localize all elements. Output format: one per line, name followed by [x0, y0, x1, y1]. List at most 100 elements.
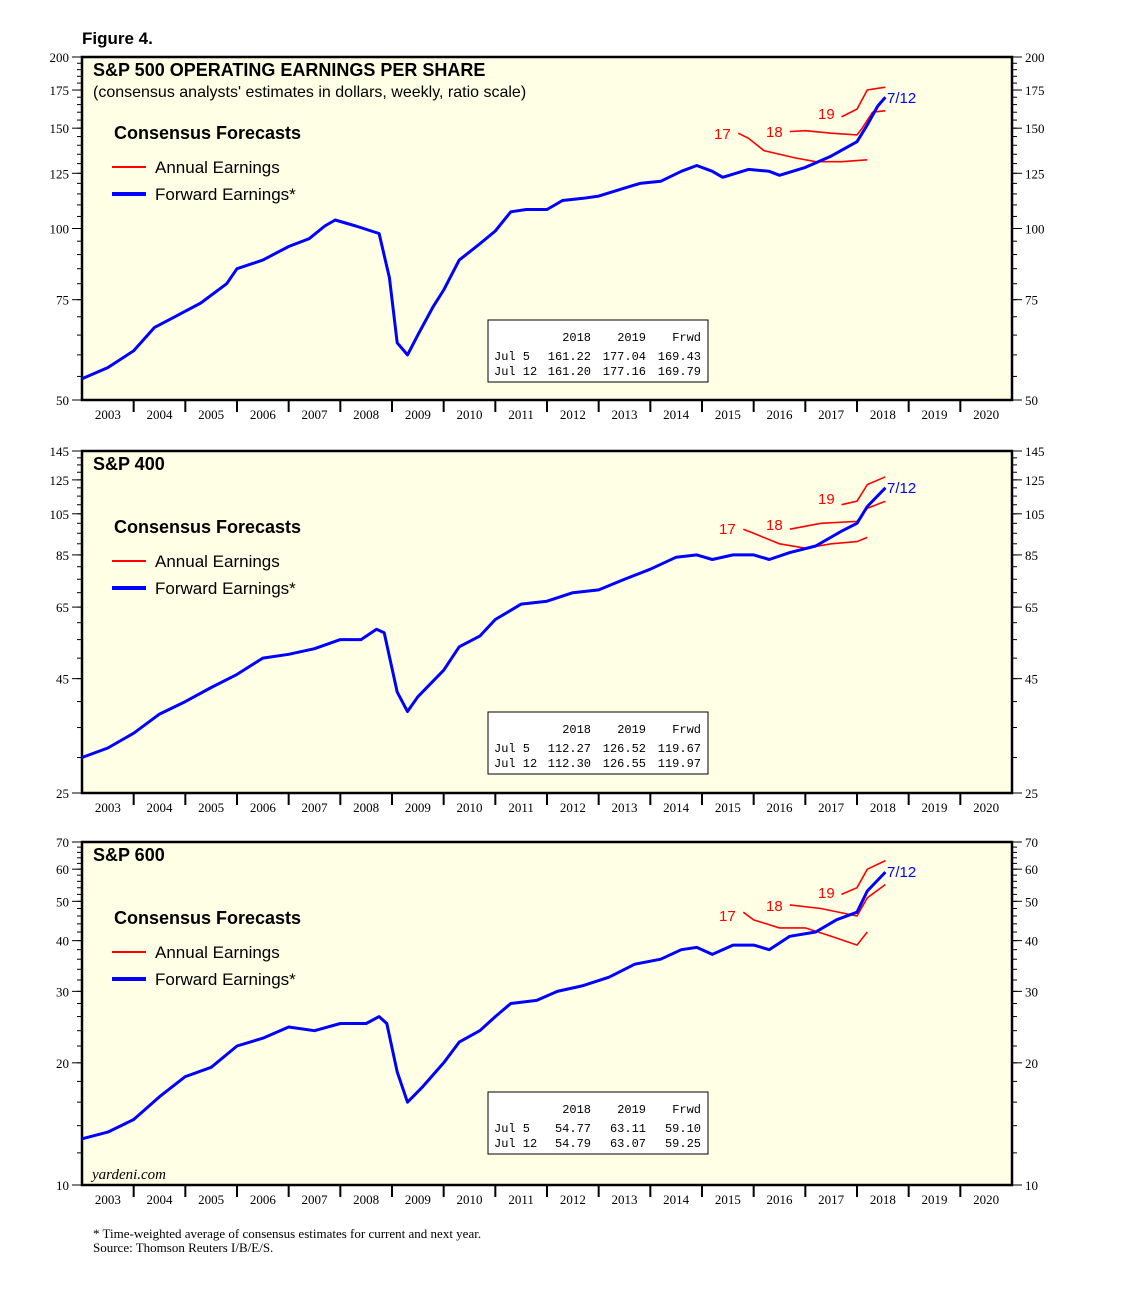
- values-table: [487, 1091, 709, 1155]
- y-tick-label-left: 150: [50, 121, 70, 136]
- table-cell: 63.07: [610, 1137, 646, 1151]
- y-tick-label-left: 50: [56, 393, 69, 408]
- y-tick-label-right: 125: [1025, 166, 1045, 181]
- y-tick-label-left: 75: [56, 293, 69, 308]
- table-cell: 161.22: [548, 350, 591, 364]
- table-cell: 126.55: [603, 757, 646, 771]
- table-cell: Jul 12: [494, 757, 537, 771]
- table-cell: 112.27: [548, 742, 591, 756]
- y-tick-label-right: 40: [1025, 934, 1038, 949]
- x-tick-label: 2012: [560, 1192, 586, 1207]
- y-tick-label-right: 150: [1025, 121, 1045, 136]
- x-tick-label: 2016: [767, 800, 794, 815]
- x-tick-label: 2007: [302, 800, 329, 815]
- y-tick-label-left: 65: [56, 600, 69, 615]
- table-cell: 169.43: [658, 350, 701, 364]
- annotation-a18: 18: [766, 124, 783, 141]
- y-tick-label-left: 10: [56, 1178, 69, 1193]
- x-tick-label: 2010: [457, 407, 483, 422]
- table-cell: 59.10: [665, 1122, 701, 1136]
- y-tick-label-left: 105: [50, 507, 70, 522]
- values-table: [487, 711, 709, 775]
- x-tick-label: 2006: [250, 800, 277, 815]
- x-tick-label: 2014: [663, 1192, 690, 1207]
- x-tick-label: 2018: [870, 407, 896, 422]
- series-forward-earnings: [81, 871, 887, 1141]
- y-tick-label-left: 40: [56, 934, 69, 949]
- x-tick-label: 2014: [663, 407, 690, 422]
- x-tick-label: 2011: [508, 407, 534, 422]
- table-cell: 126.52: [603, 742, 646, 756]
- series-annual-2018: [789, 883, 886, 917]
- series-annual-2017: [742, 911, 868, 947]
- table-header: 2018: [562, 723, 591, 737]
- y-tick-label-right: 100: [1025, 222, 1045, 237]
- table-cell: 177.16: [603, 365, 646, 379]
- x-tick-label: 2019: [922, 407, 948, 422]
- x-tick-label: 2013: [612, 800, 638, 815]
- x-tick-label: 2003: [95, 1192, 121, 1207]
- x-tick-label: 2012: [560, 407, 586, 422]
- y-tick-label-right: 175: [1025, 83, 1045, 98]
- table-header: 2019: [617, 723, 646, 737]
- y-tick-label-right: 85: [1025, 548, 1038, 563]
- y-tick-label-left: 85: [56, 548, 69, 563]
- table-cell: 119.97: [658, 757, 701, 771]
- legend-title: Consensus Forecasts: [114, 908, 301, 928]
- annotation-a19: 19: [818, 106, 835, 123]
- series-forward-earnings: [81, 96, 887, 381]
- x-tick-label: 2018: [870, 1192, 896, 1207]
- legend-label-annual: Annual Earnings: [155, 552, 280, 571]
- series-annual-2017: [737, 132, 868, 163]
- table-cell: Jul 12: [494, 1137, 537, 1151]
- table-header: Frwd: [672, 1103, 701, 1117]
- y-tick-label-right: 50: [1025, 894, 1038, 909]
- x-tick-label: 2005: [198, 1192, 224, 1207]
- y-tick-label-left: 145: [50, 444, 70, 459]
- source: Source: Thomson Reuters I/B/E/S.: [93, 1240, 273, 1255]
- footnote: * Time-weighted average of consensus est…: [93, 1226, 481, 1241]
- x-tick-label: 2012: [560, 800, 586, 815]
- annotation-a17: 17: [719, 521, 736, 538]
- y-tick-label-left: 30: [56, 984, 69, 999]
- y-tick-label-right: 70: [1025, 835, 1038, 850]
- series-forward-earnings: [81, 486, 887, 759]
- y-tick-label-left: 100: [50, 222, 70, 237]
- values-table: [487, 319, 709, 383]
- x-tick-label: 2011: [508, 800, 534, 815]
- x-tick-label: 2004: [147, 800, 174, 815]
- x-tick-label: 2016: [767, 1192, 794, 1207]
- y-tick-label-right: 25: [1025, 786, 1038, 801]
- y-tick-label-left: 50: [56, 894, 69, 909]
- table-cell: Jul 5: [494, 1122, 530, 1136]
- y-tick-label-right: 10: [1025, 1178, 1038, 1193]
- legend-label-forward: Forward Earnings*: [155, 185, 296, 204]
- x-tick-label: 2019: [922, 800, 948, 815]
- x-tick-label: 2015: [715, 800, 741, 815]
- annotation-a18: 18: [766, 517, 783, 534]
- x-tick-label: 2018: [870, 800, 896, 815]
- y-tick-label-left: 45: [56, 672, 69, 687]
- series-annual-2019: [841, 86, 886, 118]
- x-tick-label: 2017: [818, 407, 845, 422]
- table-cell: 169.79: [658, 365, 701, 379]
- table-cell: 54.79: [555, 1137, 591, 1151]
- table-cell: 63.11: [610, 1122, 646, 1136]
- y-tick-label-right: 200: [1025, 50, 1045, 65]
- annotation-a19: 19: [818, 491, 835, 508]
- legend-label-forward: Forward Earnings*: [155, 970, 296, 989]
- x-tick-label: 2020: [973, 407, 999, 422]
- x-tick-label: 2009: [405, 1192, 431, 1207]
- x-tick-label: 2010: [457, 1192, 483, 1207]
- x-tick-label: 2005: [198, 800, 224, 815]
- y-tick-label-right: 125: [1025, 473, 1045, 488]
- annotation-latest: 7/12: [887, 90, 916, 107]
- y-tick-label-left: 60: [56, 862, 69, 877]
- x-tick-label: 2020: [973, 800, 999, 815]
- series-annual-2019: [841, 859, 886, 896]
- y-tick-label-left: 125: [50, 166, 70, 181]
- chart-subtitle: (consensus analysts' estimates in dollar…: [93, 84, 526, 101]
- table-cell: 161.20: [548, 365, 591, 379]
